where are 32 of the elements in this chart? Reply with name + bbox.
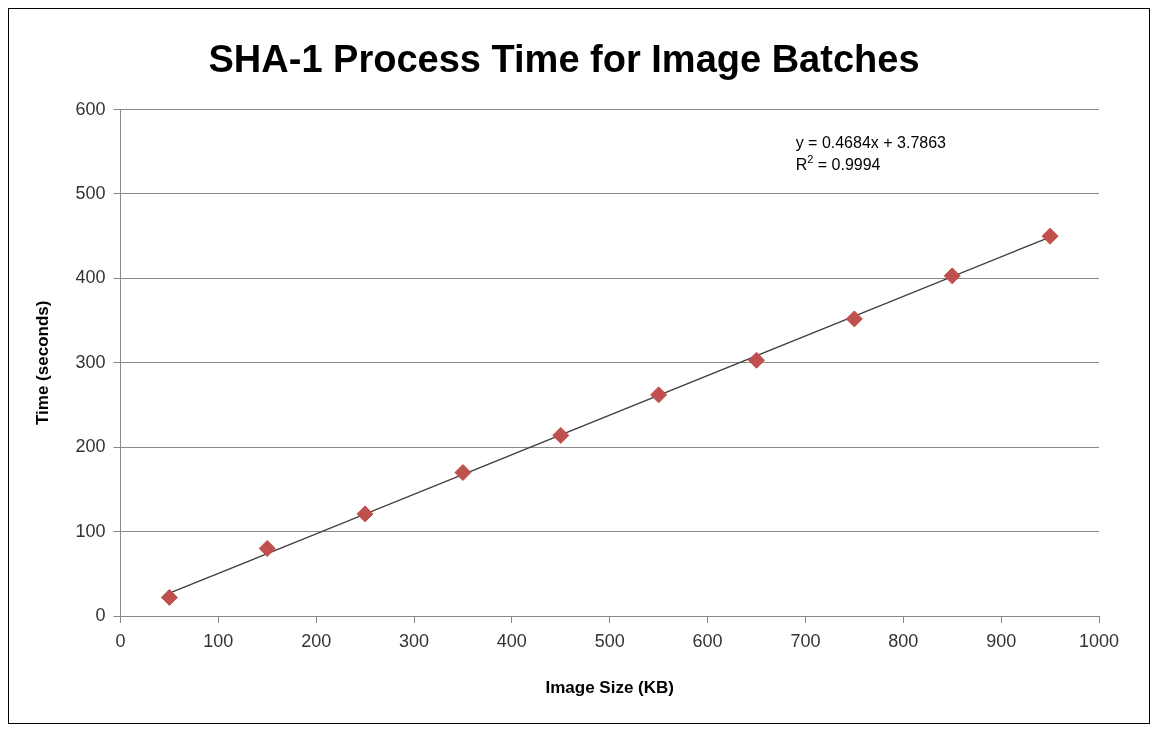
point: [748, 351, 765, 369]
y-tick-label: 100: [75, 520, 106, 541]
point: [160, 588, 178, 606]
y-tick-label: 400: [75, 267, 106, 288]
point: [1041, 227, 1059, 245]
point: [845, 310, 863, 328]
point: [552, 426, 570, 444]
x-tick-label: 800: [888, 630, 919, 651]
point: [356, 505, 374, 523]
x-tick-label: 600: [692, 630, 723, 651]
point: [258, 539, 276, 557]
y-tick-label: 0: [95, 604, 106, 625]
x-tick-label: 700: [790, 630, 821, 651]
chart-title: SHA-1 Process Time for Image Batches: [208, 38, 920, 81]
x-tick-label: 1000: [1078, 630, 1120, 651]
y-tick-label: 200: [75, 436, 106, 457]
y-tick-label: 500: [75, 182, 106, 203]
x-tick-label: 500: [594, 630, 625, 651]
x-tick-label: 400: [496, 630, 527, 651]
annotation: y = 0.4684x + 3.7863: [795, 133, 947, 151]
x-tick-label: 900: [986, 630, 1017, 651]
y-tick-label: 300: [75, 351, 106, 372]
x-tick-label: 100: [203, 630, 234, 651]
y-axis-title: Time (seconds): [32, 300, 52, 425]
x-tick-label: 300: [398, 630, 430, 651]
point: [650, 386, 668, 404]
x-tick-label: 0: [115, 630, 126, 651]
y-tick-label: 600: [75, 98, 106, 119]
x-tick-label: 200: [301, 630, 332, 651]
x-axis-title: Image Size (KB): [545, 678, 674, 698]
point: [943, 267, 961, 285]
point: [454, 464, 472, 482]
